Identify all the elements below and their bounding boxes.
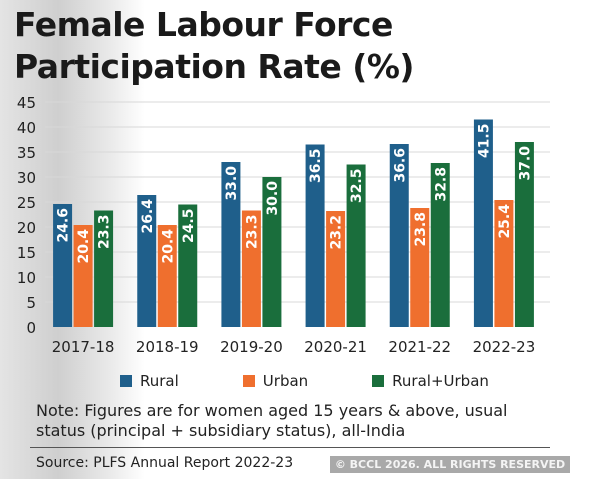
bar [262,177,282,327]
chart-title: Female Labour Force Participation Rate (… [14,4,415,88]
bar [53,204,73,327]
x-tick-label: 2021-22 [388,338,451,356]
data-label: 33.0 [224,166,240,201]
y-tick-label: 15 [17,244,36,262]
y-tick-label: 0 [26,319,36,337]
y-tick-label: 30 [17,169,36,187]
data-label: 23.2 [329,215,345,250]
legend-swatch [242,375,255,387]
data-label: 26.4 [140,199,156,234]
data-label: 32.8 [433,167,449,202]
legend-item-urban: Urban [242,372,309,390]
bar [178,204,198,327]
x-tick-label: 2020-21 [304,338,367,356]
source: Source: PLFS Annual Report 2022-23 [36,455,294,471]
data-label: 30.0 [265,181,281,216]
legend-swatch [372,375,385,387]
legend-label: Urban [262,372,309,390]
bar [157,225,177,327]
bar [494,200,514,327]
y-tick-label: 35 [17,144,36,162]
bar [430,163,450,327]
data-label: 20.4 [76,229,92,264]
bar [514,142,534,327]
data-label: 25.4 [497,204,513,239]
note-line-2: status (principal + subsidiary status), … [36,421,406,440]
legend: Rural Urban Rural+Urban [120,372,553,390]
y-tick-label: 25 [17,194,36,212]
y-tick-label: 40 [17,119,36,137]
bar [73,225,93,327]
note-line-1: Note: Figures are for women aged 15 year… [36,401,508,420]
bar [389,144,409,327]
data-label: 23.8 [413,212,429,247]
title-line-2: Participation Rate (%) [14,47,415,86]
bar [137,195,157,327]
legend-label: Rural+Urban [392,372,489,390]
legend-item-rural: Rural [120,372,179,390]
legend-swatch [120,375,132,387]
data-label: 36.6 [392,148,408,183]
data-label: 20.4 [160,229,176,264]
bar [346,164,366,327]
legend-label: Rural [140,372,179,390]
bar [94,210,114,327]
y-tick-label: 10 [17,269,36,287]
bar [241,210,261,327]
title-line-1: Female Labour Force [14,5,393,44]
bar [221,162,241,327]
y-tick-label: 45 [17,94,36,112]
x-tick-label: 2017-18 [52,338,115,356]
data-label: 23.3 [244,215,260,250]
y-tick-label: 20 [17,219,36,237]
data-label: 24.6 [56,208,72,243]
data-label: 23.3 [97,215,113,250]
bar [473,119,493,327]
watermark: © BCCL 2026. ALL RIGHTS RESERVED [330,456,570,473]
x-tick-label: 2022-23 [473,338,536,356]
x-tick-label: 2019-20 [220,338,283,356]
bar [326,211,346,327]
data-label: 32.5 [349,169,365,204]
y-tick-label: 5 [26,294,36,312]
data-label: 24.5 [181,209,197,244]
legend-item-rural-urban: Rural+Urban [372,372,489,390]
bar [305,144,325,327]
data-label: 37.0 [517,146,533,181]
background-photo [0,0,145,479]
divider [30,447,550,448]
data-label: 36.5 [308,149,324,184]
x-tick-label: 2018-19 [136,338,199,356]
data-label: 41.5 [476,123,492,158]
bar [410,208,430,327]
note: Note: Figures are for women aged 15 year… [36,401,576,441]
